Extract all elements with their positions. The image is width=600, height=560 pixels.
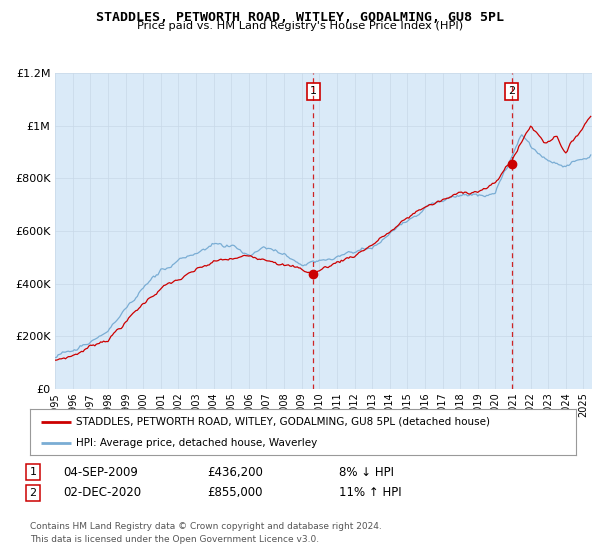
Text: 1: 1 (310, 86, 317, 96)
Text: 11% ↑ HPI: 11% ↑ HPI (339, 486, 401, 500)
Text: 02-DEC-2020: 02-DEC-2020 (63, 486, 141, 500)
Text: 04-SEP-2009: 04-SEP-2009 (63, 465, 138, 479)
Bar (313, 73, 512, 389)
Text: Contains HM Land Registry data © Crown copyright and database right 2024.
This d: Contains HM Land Registry data © Crown c… (30, 522, 382, 544)
Text: £855,000: £855,000 (207, 486, 263, 500)
Text: 2: 2 (29, 488, 37, 498)
Text: Price paid vs. HM Land Registry's House Price Index (HPI): Price paid vs. HM Land Registry's House … (137, 21, 463, 31)
Text: 1: 1 (29, 467, 37, 477)
Text: HPI: Average price, detached house, Waverley: HPI: Average price, detached house, Wave… (76, 438, 317, 448)
Text: STADDLES, PETWORTH ROAD, WITLEY, GODALMING, GU8 5PL (detached house): STADDLES, PETWORTH ROAD, WITLEY, GODALMI… (76, 417, 490, 427)
Text: STADDLES, PETWORTH ROAD, WITLEY, GODALMING, GU8 5PL: STADDLES, PETWORTH ROAD, WITLEY, GODALMI… (96, 11, 504, 24)
Text: £436,200: £436,200 (207, 465, 263, 479)
Text: 8% ↓ HPI: 8% ↓ HPI (339, 465, 394, 479)
Text: 2: 2 (508, 86, 515, 96)
